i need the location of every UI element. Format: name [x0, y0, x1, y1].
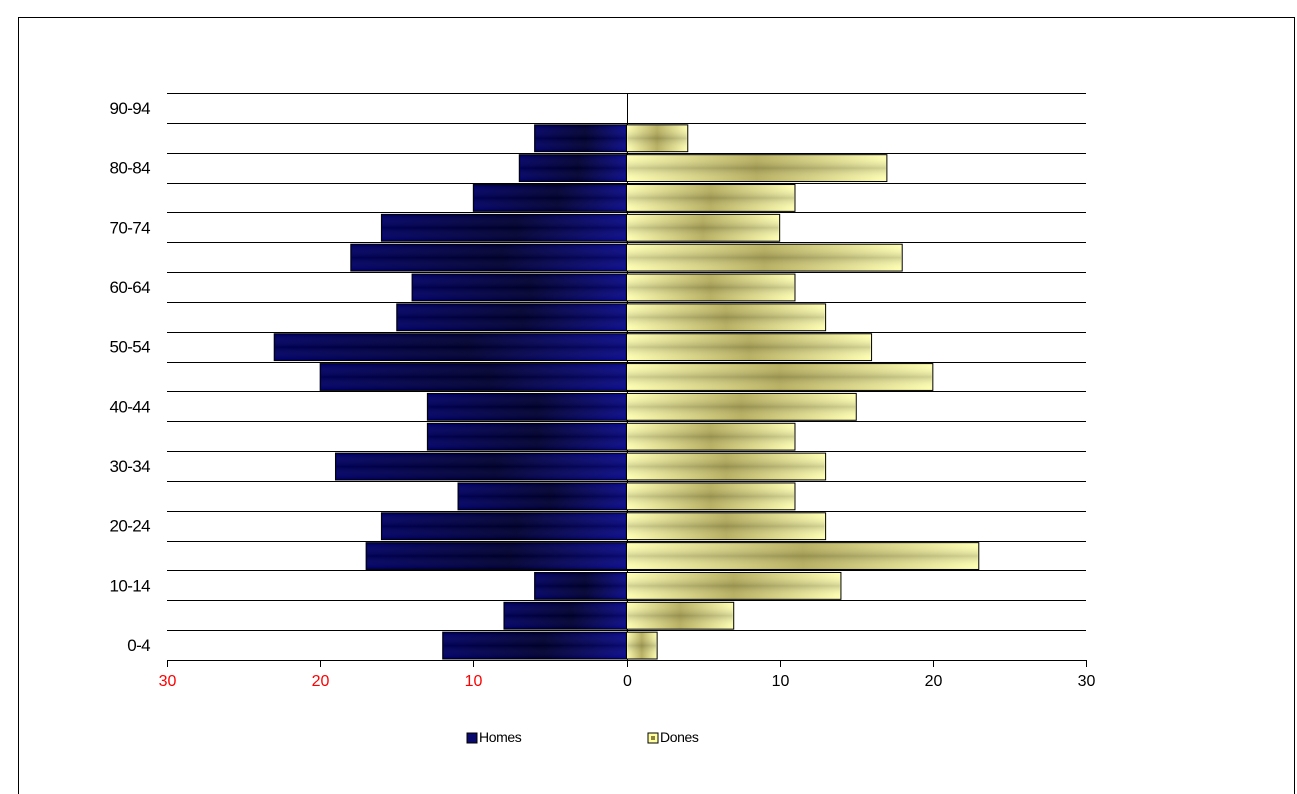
y-tick-label: 40-44: [110, 397, 151, 416]
bar-homes-shade-85-89: [535, 125, 626, 151]
legend-label-homes: Homes: [479, 729, 522, 745]
bar-dones-shade-20-24: [627, 513, 825, 539]
bar-homes-shade-35-39: [428, 424, 626, 450]
bar-homes-shade-15-19: [367, 543, 626, 569]
bar-homes-shade-70-74: [382, 215, 626, 241]
bar-homes-shade-25-29: [459, 483, 626, 509]
y-tick-label: 30-34: [110, 457, 151, 476]
legend: Homes Dones: [466, 729, 699, 745]
bars: [273, 124, 980, 660]
bar-dones-shade-55-59: [627, 304, 825, 330]
x-tick-label: 30: [159, 673, 177, 690]
bar-homes-shade-30-34: [336, 454, 626, 479]
bar-homes-shade-80-84: [520, 155, 626, 181]
x-tick-label: 20: [312, 673, 330, 690]
y-axis-labels: 0-4 10-14 20-24 30-34 40-44 50-54 60-64 70-74 80…: [110, 99, 151, 655]
bar-dones-shade-70-74: [627, 215, 779, 241]
bar-homes-shade-45-49: [321, 364, 626, 390]
bar-dones-shade-80-84: [627, 155, 886, 181]
bar-dones-shade-65-69: [627, 245, 902, 271]
y-tick-label: 10-14: [110, 576, 151, 595]
bar-dones-shade-15-19: [627, 543, 978, 569]
bar-dones-shade-30-34: [627, 454, 825, 479]
bar-dones-shade-60-64: [627, 275, 794, 300]
bar-dones-shade-35-39: [627, 424, 794, 450]
bar-homes-shade-75-79: [474, 185, 626, 211]
legend-swatch-dones-inner: [651, 736, 655, 740]
x-tick-label: 10: [465, 673, 483, 690]
bar-dones-shade-85-89: [627, 125, 687, 151]
bar-homes-shade-65-69: [351, 245, 626, 271]
y-tick-label: 80-84: [110, 159, 151, 178]
x-axis: 30 20 10 0 10 20 30: [159, 660, 1096, 690]
legend-swatch-homes: [466, 732, 478, 744]
bar-homes-shade-0-4: [443, 633, 626, 658]
y-tick-label: 0-4: [127, 636, 150, 655]
x-tick-label: 20: [925, 673, 943, 690]
y-tick-label: 50-54: [110, 338, 151, 357]
bar-homes-shade-20-24: [382, 513, 626, 539]
bar-dones-shade-45-49: [627, 364, 932, 390]
y-tick-label: 20-24: [110, 517, 151, 536]
bar-homes-shade-10-14: [535, 573, 626, 599]
y-tick-label: 90-94: [110, 99, 151, 118]
bar-dones-shade-5-9: [627, 603, 733, 629]
bar-dones-shade-10-14: [627, 573, 840, 599]
bar-homes-shade-40-44: [428, 394, 626, 420]
x-tick-label: 0: [623, 673, 632, 690]
bar-dones-shade-40-44: [627, 394, 856, 420]
bar-homes-shade-50-54: [275, 334, 626, 360]
bar-homes-shade-5-9: [504, 603, 626, 629]
y-tick-label: 60-64: [110, 278, 151, 297]
bar-dones-shade-25-29: [627, 483, 794, 509]
bar-dones-shade-0-4: [627, 633, 657, 658]
x-tick-label: 30: [1078, 673, 1096, 690]
bar-homes-shade-55-59: [397, 304, 626, 330]
bar-dones-shade-50-54: [627, 334, 871, 360]
top-strip: [0, 0, 1297, 17]
chart-frame: [18, 17, 1295, 794]
y-tick-label: 70-74: [110, 218, 151, 237]
bar-homes-shade-60-64: [413, 275, 626, 300]
x-tick-label: 10: [772, 673, 790, 690]
legend-label-dones: Dones: [660, 729, 699, 745]
bar-dones-shade-75-79: [627, 185, 794, 211]
